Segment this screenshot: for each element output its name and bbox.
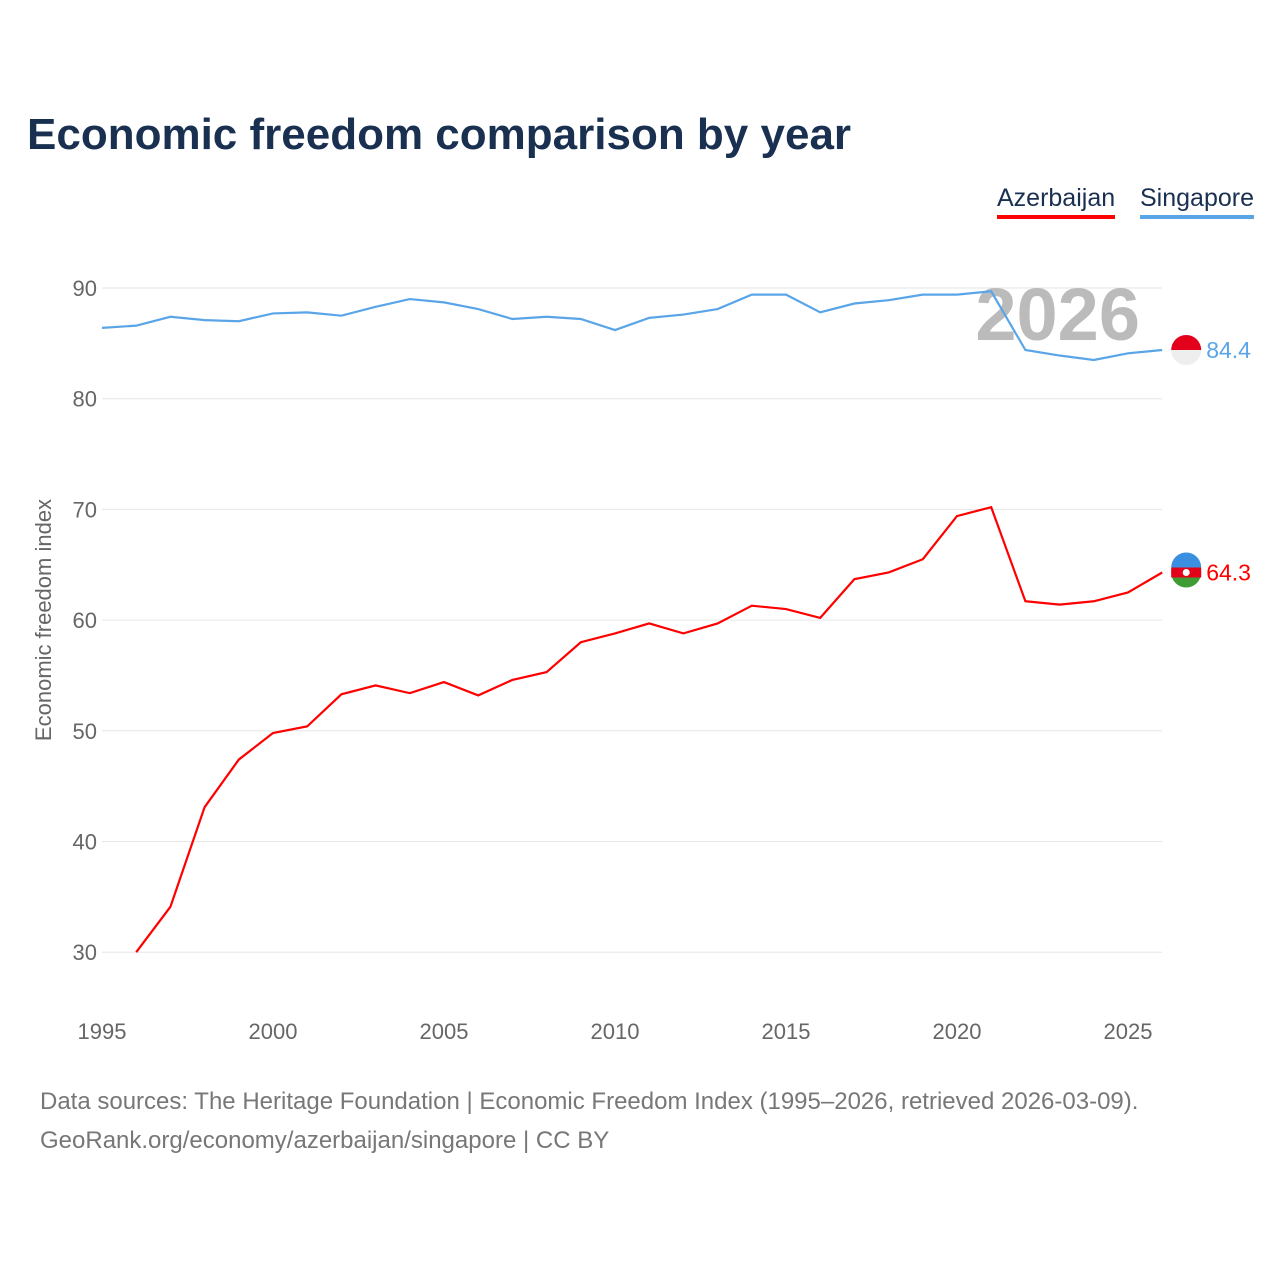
series-line-singapore (101, 290, 1163, 362)
end-value-label: 64.3 (1206, 559, 1251, 585)
x-tick-label: 2010 (591, 1019, 640, 1044)
x-tick-label: 2005 (420, 1019, 469, 1044)
singapore-flag-red (1171, 334, 1202, 350)
year-watermark: 2026 (975, 273, 1140, 356)
legend-singapore[interactable]: Singapore (1140, 184, 1254, 219)
x-tick-label: 2025 (1104, 1019, 1153, 1044)
x-tick-label: 2015 (762, 1019, 811, 1044)
legend-azerbaijan[interactable]: Azerbaijan (997, 184, 1116, 219)
end-value-label: 84.4 (1206, 337, 1251, 363)
y-tick-label: 70 (73, 497, 97, 522)
chart-title: Economic freedom comparison by year (27, 110, 852, 159)
x-tick-label: 2000 (249, 1019, 298, 1044)
x-tick-label: 1995 (78, 1019, 127, 1044)
azerbaijan-flag-crescent (1182, 568, 1190, 576)
y-tick-label: 60 (73, 608, 97, 633)
y-tick-label: 90 (73, 276, 97, 301)
y-tick-label: 80 (73, 387, 97, 412)
y-axis-label: Economic freedom index (31, 499, 56, 741)
source-link[interactable]: GeoRank.org/economy/azerbaijan/singapore… (40, 1127, 610, 1154)
y-tick-label: 50 (73, 719, 97, 744)
series-line-azerbaijan (135, 505, 1163, 953)
azerbaijan-flag-blue (1171, 552, 1202, 568)
x-tick-label: 2020 (933, 1019, 982, 1044)
y-tick-label: 30 (73, 940, 97, 965)
source-note: Data sources: The Heritage Foundation | … (40, 1088, 1139, 1115)
y-tick-label: 40 (73, 830, 97, 855)
